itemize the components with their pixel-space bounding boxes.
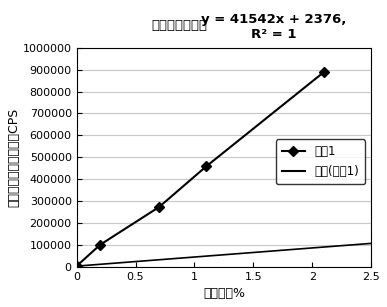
Line: 线性(系列1): 线性(系列1) [77, 243, 371, 266]
线性(系列1) [74, 264, 79, 268]
Legend: 系列1, 线性(系列1): 系列1, 线性(系列1) [276, 139, 365, 184]
线性(系列1) [249, 251, 253, 255]
系列1 [204, 165, 209, 168]
Y-axis label: 锂元素特征的相对强度CPS: 锂元素特征的相对强度CPS [7, 107, 20, 207]
Line: 系列1: 系列1 [73, 68, 327, 270]
线性(系列1) [322, 245, 327, 249]
系列1 [74, 264, 79, 268]
Text: y = 41542x + 2376,
R² = 1: y = 41542x + 2376, R² = 1 [201, 13, 347, 41]
线性(系列1) [255, 251, 259, 254]
Text: 曲线的回归方程: 曲线的回归方程 [152, 19, 208, 33]
线性(系列1) [250, 251, 254, 255]
系列1 [98, 243, 103, 247]
系列1 [322, 70, 326, 74]
线性(系列1) [341, 244, 346, 247]
X-axis label: 锂的浓度%: 锂的浓度% [203, 287, 245, 300]
线性(系列1) [369, 242, 373, 245]
系列1 [157, 205, 161, 209]
线性(系列1) [75, 264, 80, 268]
